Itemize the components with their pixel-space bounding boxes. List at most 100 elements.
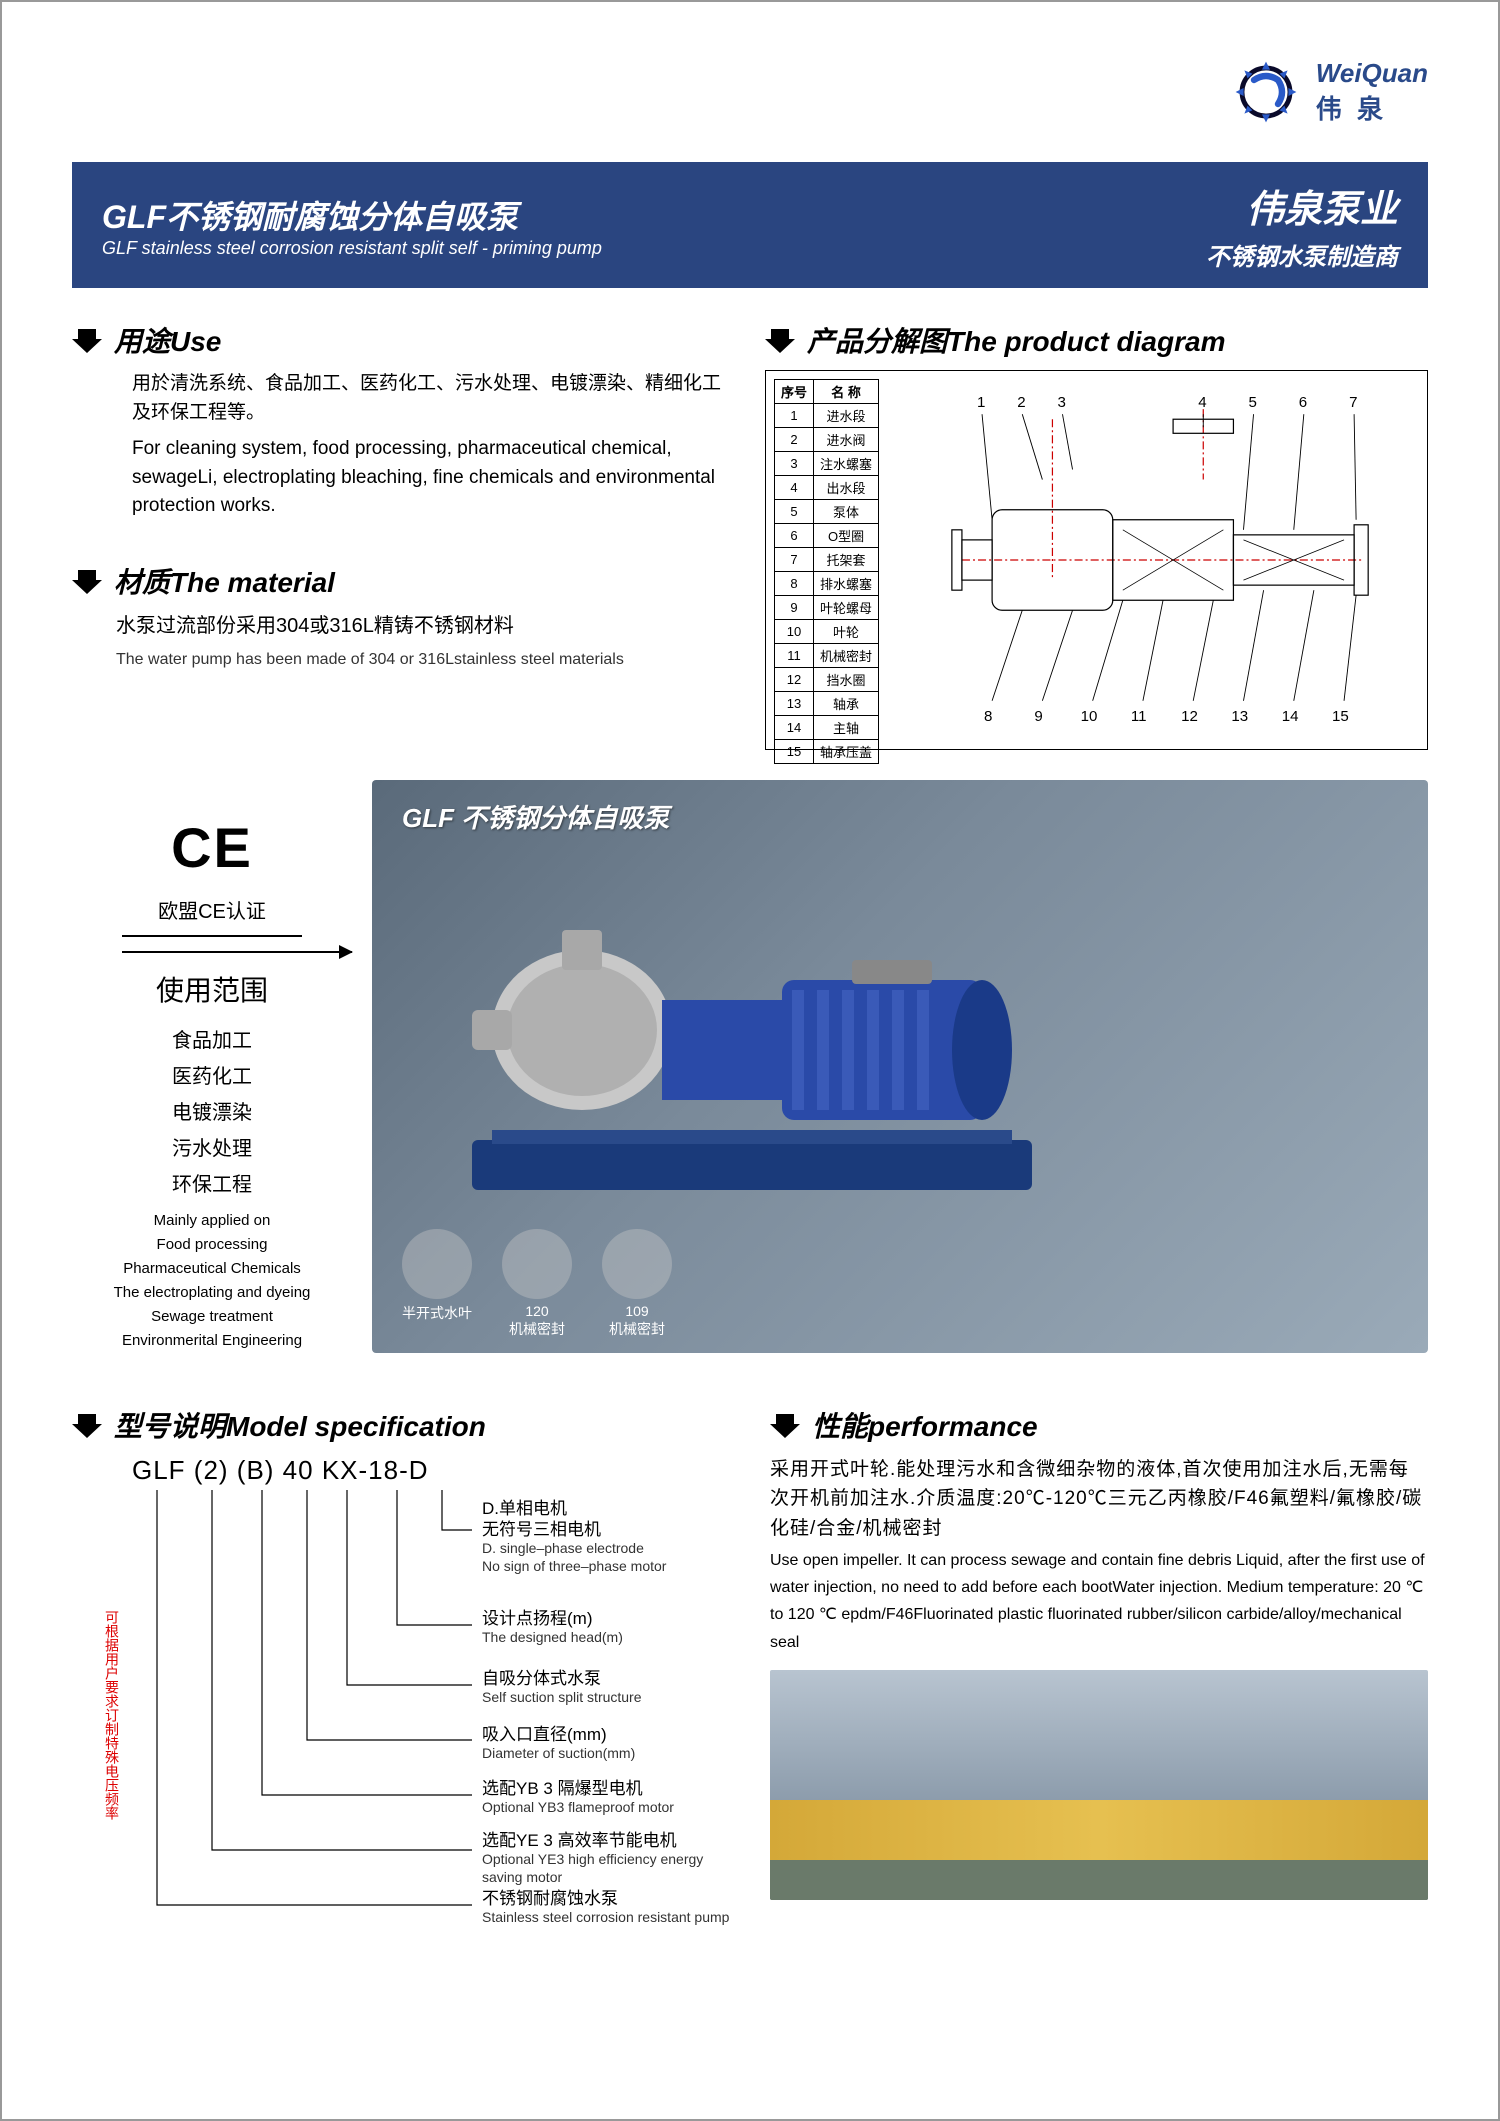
company-cn: 伟泉泵业 <box>1206 178 1398 233</box>
title-left: GLF不锈钢耐腐蚀分体自吸泵 GLF stainless steel corro… <box>102 192 602 259</box>
part-item: 120机械密封 <box>502 1229 572 1339</box>
top-columns: 用途Use 用於清洗系统、食品加工、医药化工、污水处理、电镀漂染、精细化工及环保… <box>72 308 1428 750</box>
diagram-head: 产品分解图The product diagram <box>765 320 1428 360</box>
model-spec: 型号说明Model specification GLF (2) (B) 40 K… <box>72 1393 730 1930</box>
part-item: 半开式水叶 <box>402 1229 472 1339</box>
perf-heading: 性能performance <box>812 1405 1038 1445</box>
model-item: 选配YE 3 高效率节能电机Optional YE3 high efficien… <box>482 1830 730 1886</box>
part-thumb-icon <box>502 1229 572 1299</box>
facility-photo <box>770 1670 1428 1900</box>
performance: 性能performance 采用开式叶轮.能处理污水和含微细杂物的液体,首次使用… <box>770 1393 1428 1930</box>
mid-section: CE 欧盟CE认证 使用范围 食品加工 医药化工 电镀漂染 污水处理 环保工程 … <box>72 780 1428 1353</box>
logo-text: WeiQuan 伟 泉 <box>1316 58 1428 126</box>
table-row: 5泵体 <box>775 500 879 524</box>
company-sub: 不锈钢水泵制造商 <box>1206 237 1398 272</box>
table-row: 14主轴 <box>775 716 879 740</box>
apps-cn: 食品加工 医药化工 电镀漂染 污水处理 环保工程 <box>72 1023 352 1203</box>
title-right: 伟泉泵业 不锈钢水泵制造商 <box>1206 178 1398 272</box>
material-en: The water pump has been made of 304 or 3… <box>72 649 735 671</box>
logo-row: WeiQuan 伟 泉 <box>72 52 1428 132</box>
svg-text:6: 6 <box>1299 394 1307 411</box>
material-heading: 材质The material <box>114 561 335 601</box>
part-item: 109机械密封 <box>602 1229 672 1339</box>
table-row: 9叶轮螺母 <box>775 596 879 620</box>
svg-text:4: 4 <box>1198 394 1206 411</box>
logo-en: WeiQuan <box>1316 58 1428 89</box>
list-item: 电镀漂染 <box>72 1095 352 1131</box>
svg-text:1: 1 <box>977 394 985 411</box>
arrow-down-icon <box>72 325 102 355</box>
list-item: 食品加工 <box>72 1023 352 1059</box>
part-labels: 半开式水叶 120机械密封 109机械密封 <box>402 1229 672 1339</box>
vertical-note: 可根据用户要求订制特殊电压频率 <box>102 1610 122 1820</box>
svg-text:11: 11 <box>1131 708 1147 725</box>
table-row: 10叶轮 <box>775 620 879 644</box>
th-name: 名 称 <box>814 380 879 404</box>
arrow-down-icon <box>72 566 102 596</box>
list-item: Sewage treatment <box>72 1305 352 1329</box>
arrow-right-icon <box>122 951 352 953</box>
table-row: 12挡水圈 <box>775 668 879 692</box>
svg-text:10: 10 <box>1081 708 1098 725</box>
apps-en: Mainly applied on Food processing Pharma… <box>72 1209 352 1353</box>
gear-icon <box>1226 52 1306 132</box>
pump-schematic-icon: 123 4567 891011 12131415 <box>887 379 1419 741</box>
ce-panel: CE 欧盟CE认证 使用范围 食品加工 医药化工 电镀漂染 污水处理 环保工程 … <box>72 780 352 1353</box>
title-en: GLF stainless steel corrosion resistant … <box>102 238 602 259</box>
model-item: 吸入口直径(mm)Diameter of suction(mm) <box>482 1724 635 1763</box>
table-row: 13轴承 <box>775 692 879 716</box>
perf-en: Use open impeller. It can process sewage… <box>770 1547 1428 1656</box>
list-item: Mainly applied on <box>72 1209 352 1233</box>
svg-text:9: 9 <box>1034 708 1042 725</box>
svg-text:14: 14 <box>1282 708 1299 725</box>
table-row: 2进水阀 <box>775 428 879 452</box>
svg-text:7: 7 <box>1349 394 1357 411</box>
model-item: 设计点扬程(m)The designed head(m) <box>482 1608 623 1647</box>
th-idx: 序号 <box>775 380 814 404</box>
part-thumb-icon <box>402 1229 472 1299</box>
list-item: 环保工程 <box>72 1167 352 1203</box>
part-thumb-icon <box>602 1229 672 1299</box>
list-item: The electroplating and dyeing <box>72 1281 352 1305</box>
diagram-box: 序号名 称 1进水段 2进水阀 3注水螺塞 4出水段 5泵体 6O型圈 7托架套… <box>765 370 1428 750</box>
model-item: D.单相电机 无符号三相电机D. single–phase electrode … <box>482 1498 666 1576</box>
table-row: 11机械密封 <box>775 644 879 668</box>
model-heading: 型号说明Model specification <box>114 1405 486 1445</box>
parts-table: 序号名 称 1进水段 2进水阀 3注水螺塞 4出水段 5泵体 6O型圈 7托架套… <box>774 379 879 764</box>
svg-text:12: 12 <box>1181 708 1198 725</box>
model-code: GLF (2) (B) 40 KX-18-D <box>72 1455 730 1486</box>
table-row: 3注水螺塞 <box>775 452 879 476</box>
product-photo: GLF 不锈钢分体自吸泵 半开式水叶 120机械密封 109机械密封 <box>372 780 1428 1353</box>
title-bar: GLF不锈钢耐腐蚀分体自吸泵 GLF stainless steel corro… <box>72 162 1428 288</box>
bottom-section: 型号说明Model specification GLF (2) (B) 40 K… <box>72 1393 1428 1930</box>
use-heading: 用途Use <box>114 320 221 360</box>
pump-illustration-icon <box>432 870 1072 1210</box>
use-en: For cleaning system, food processing, ph… <box>72 435 735 521</box>
exploded-view: 123 4567 891011 12131415 <box>887 379 1419 741</box>
table-row: 4出水段 <box>775 476 879 500</box>
page: WeiQuan 伟 泉 GLF不锈钢耐腐蚀分体自吸泵 GLF stainless… <box>0 0 1500 2121</box>
table-row: 15轴承压盖 <box>775 740 879 764</box>
col-right: 产品分解图The product diagram 序号名 称 1进水段 2进水阀… <box>765 308 1428 750</box>
model-item: 选配YB 3 隔爆型电机Optional YB3 flameproof moto… <box>482 1778 674 1817</box>
use-cn: 用於清洗系统、食品加工、医药化工、污水处理、电镀漂染、精细化工及环保工程等。 <box>72 370 735 427</box>
col-left: 用途Use 用於清洗系统、食品加工、医药化工、污水处理、电镀漂染、精细化工及环保… <box>72 308 735 750</box>
arrow-down-icon <box>72 1410 102 1440</box>
ce-label: 欧盟CE认证 <box>122 895 302 937</box>
title-cn: GLF不锈钢耐腐蚀分体自吸泵 <box>102 192 602 238</box>
photo-title: GLF 不锈钢分体自吸泵 <box>402 798 669 835</box>
table-row: 7托架套 <box>775 548 879 572</box>
svg-text:2: 2 <box>1017 394 1025 411</box>
svg-text:15: 15 <box>1332 708 1349 725</box>
svg-text:3: 3 <box>1057 394 1065 411</box>
perf-cn: 采用开式叶轮.能处理污水和含微细杂物的液体,首次使用加注水后,无需每次开机前加注… <box>770 1455 1428 1543</box>
material-head: 材质The material <box>72 561 735 601</box>
list-item: Environmerital Engineering <box>72 1329 352 1353</box>
svg-text:5: 5 <box>1249 394 1257 411</box>
logo: WeiQuan 伟 泉 <box>1226 52 1428 132</box>
ce-mark-icon: CE <box>72 800 352 895</box>
model-head: 型号说明Model specification <box>72 1405 730 1445</box>
table-row: 1进水段 <box>775 404 879 428</box>
list-item: 医药化工 <box>72 1059 352 1095</box>
model-diagram: 可根据用户要求订制特殊电压频率 D.单相电机 无符号三相电机D. single–… <box>72 1490 730 1930</box>
